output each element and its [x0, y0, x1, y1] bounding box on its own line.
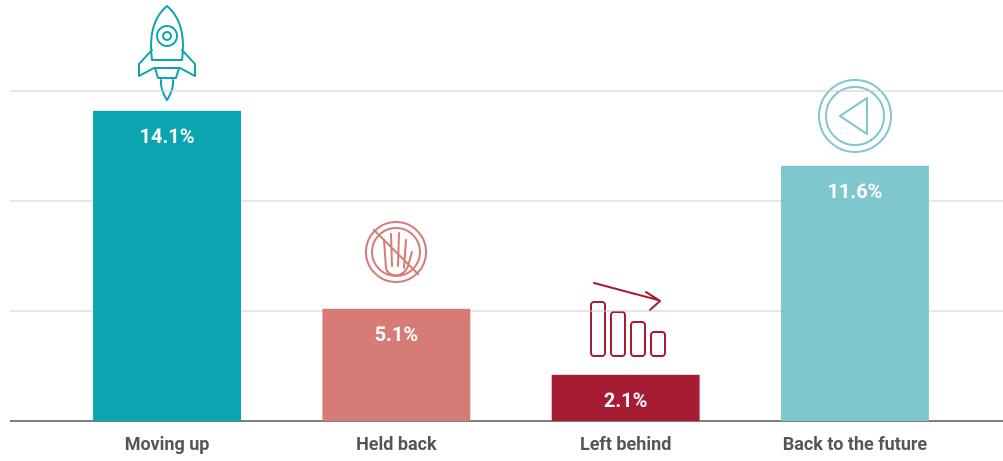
hand-icon: [365, 221, 427, 283]
x-tick-label: Held back: [356, 434, 437, 455]
bar: [551, 374, 700, 421]
value-label: 11.6%: [827, 179, 882, 203]
decline-icon: [590, 282, 666, 357]
value-label: 2.1%: [604, 388, 648, 412]
back-icon: [818, 79, 892, 153]
x-tick-label: Moving up: [125, 434, 210, 455]
value-label: 5.1%: [375, 322, 419, 346]
bar: [93, 110, 241, 422]
bar: [322, 308, 471, 421]
x-tick-label: Back to the future: [783, 434, 928, 455]
bar: [781, 165, 929, 421]
rocket-icon: [138, 5, 196, 101]
value-label: 14.1%: [140, 124, 195, 148]
x-tick-label: Left behind: [580, 434, 671, 455]
